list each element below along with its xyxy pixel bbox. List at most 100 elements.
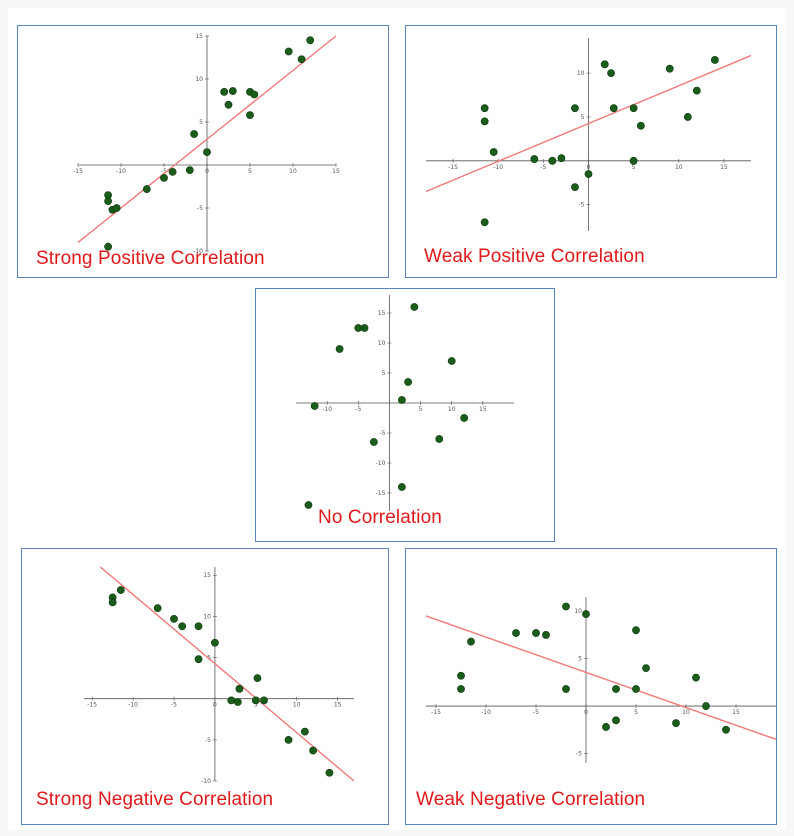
y-tick-label: 10 [203, 613, 211, 620]
data-point [203, 148, 211, 156]
x-tick-label: -10 [128, 702, 138, 709]
data-point [562, 685, 570, 693]
data-point [306, 36, 315, 45]
x-tick-label: 0 [584, 709, 588, 716]
x-tick-label: 10 [448, 406, 456, 413]
trend-line [425, 54, 752, 193]
data-point [489, 148, 498, 156]
x-tick-label: 0 [213, 702, 217, 709]
data-point [571, 183, 579, 192]
x-tick-label: 0 [205, 168, 209, 175]
y-tick-label: -5 [379, 430, 385, 437]
y-tick-label: -5 [197, 205, 203, 212]
data-point [582, 610, 590, 618]
x-tick-label: -10 [481, 709, 491, 716]
y-tick-label: 10 [574, 608, 582, 615]
x-tick-label: -5 [355, 406, 361, 413]
no-correlation-panel: -10 -5 5 10 15 -15 -10 -5 5 10 15 No Correlation [255, 288, 555, 542]
y-tick-label: 5 [382, 370, 386, 377]
y-tick-label: -10 [193, 248, 203, 255]
x-tick-label: 15 [720, 164, 728, 171]
data-point [722, 725, 730, 734]
data-point [160, 173, 168, 182]
data-point [178, 622, 187, 631]
data-point [227, 696, 236, 705]
data-point [235, 684, 244, 693]
x-tick-label: -5 [161, 168, 167, 175]
data-point [310, 402, 319, 410]
data-point [607, 69, 615, 77]
data-point [457, 671, 465, 680]
x-tick-label: -10 [322, 406, 332, 413]
data-point [542, 631, 550, 639]
data-point [447, 357, 456, 365]
data-point [636, 121, 645, 130]
strong-negative-caption: Strong Negative Correlation [36, 789, 274, 810]
data-point [480, 117, 489, 126]
data-point [284, 47, 293, 56]
data-point [250, 90, 259, 99]
weak-negative-caption: Weak Negative Correlation [416, 789, 646, 810]
data-point [457, 685, 465, 693]
data-point [532, 629, 540, 637]
weak-negative-panel: -15 -10 -5 0 5 10 15 -5 5 10 Weak Negative Correl… [405, 548, 777, 825]
y-tick-label: 5 [581, 114, 585, 121]
data-point [108, 598, 117, 607]
trend-line [99, 566, 355, 782]
x-tick-label: 5 [634, 709, 638, 716]
data-point [672, 719, 680, 728]
x-tick-label: -15 [431, 709, 441, 716]
data-point [683, 113, 692, 121]
y-tick-label: -10 [201, 778, 211, 785]
data-point [632, 685, 640, 693]
y-tick-label: 10 [577, 70, 585, 77]
data-point [665, 64, 674, 73]
data-point [170, 614, 178, 623]
no-correlation-plot: -10 -5 5 10 15 -15 -10 -5 5 10 15 [296, 295, 514, 511]
data-point [116, 586, 125, 594]
data-point [104, 197, 112, 206]
x-tick-label: -5 [533, 709, 539, 716]
weak-positive-caption: Weak Positive Correlation [424, 246, 645, 267]
x-tick-label: -5 [171, 702, 177, 709]
data-point [584, 170, 593, 178]
y-tick-label: -10 [376, 460, 386, 467]
y-tick-label: 5 [578, 656, 582, 663]
data-point [404, 378, 413, 386]
y-tick-label: -5 [205, 737, 211, 744]
y-tick-label: 5 [199, 119, 203, 126]
data-point [142, 185, 151, 193]
data-point [397, 483, 406, 491]
data-point [530, 155, 539, 163]
y-tick-label: 15 [203, 572, 211, 579]
data-point [153, 604, 162, 613]
x-tick-label: 5 [248, 168, 252, 175]
data-point [190, 130, 198, 138]
data-point [467, 637, 475, 646]
x-tick-label: 5 [632, 164, 636, 171]
data-point [562, 602, 570, 611]
y-tick-label: 10 [378, 340, 386, 347]
data-point [220, 88, 229, 96]
strong-positive-panel: -15 -10 -5 0 5 10 15 -10 -5 5 10 15 Strong Positive… [17, 25, 389, 278]
data-point [335, 345, 344, 353]
data-point [609, 104, 618, 113]
data-point [460, 414, 469, 422]
x-tick-label: -10 [493, 164, 503, 171]
x-tick-label: 10 [682, 709, 690, 716]
data-point [297, 55, 306, 64]
data-point [602, 723, 610, 731]
data-point [309, 746, 317, 755]
x-tick-label: 15 [334, 702, 342, 709]
data-point [301, 727, 309, 736]
data-point [185, 166, 194, 175]
x-tick-label: 10 [289, 168, 297, 175]
data-point [194, 655, 203, 664]
x-tick-label: 10 [293, 702, 301, 709]
x-tick-label: -15 [87, 702, 97, 709]
x-tick-label: 5 [419, 406, 423, 413]
x-tick-label: 15 [332, 168, 340, 175]
y-tick-label: 15 [195, 33, 203, 40]
